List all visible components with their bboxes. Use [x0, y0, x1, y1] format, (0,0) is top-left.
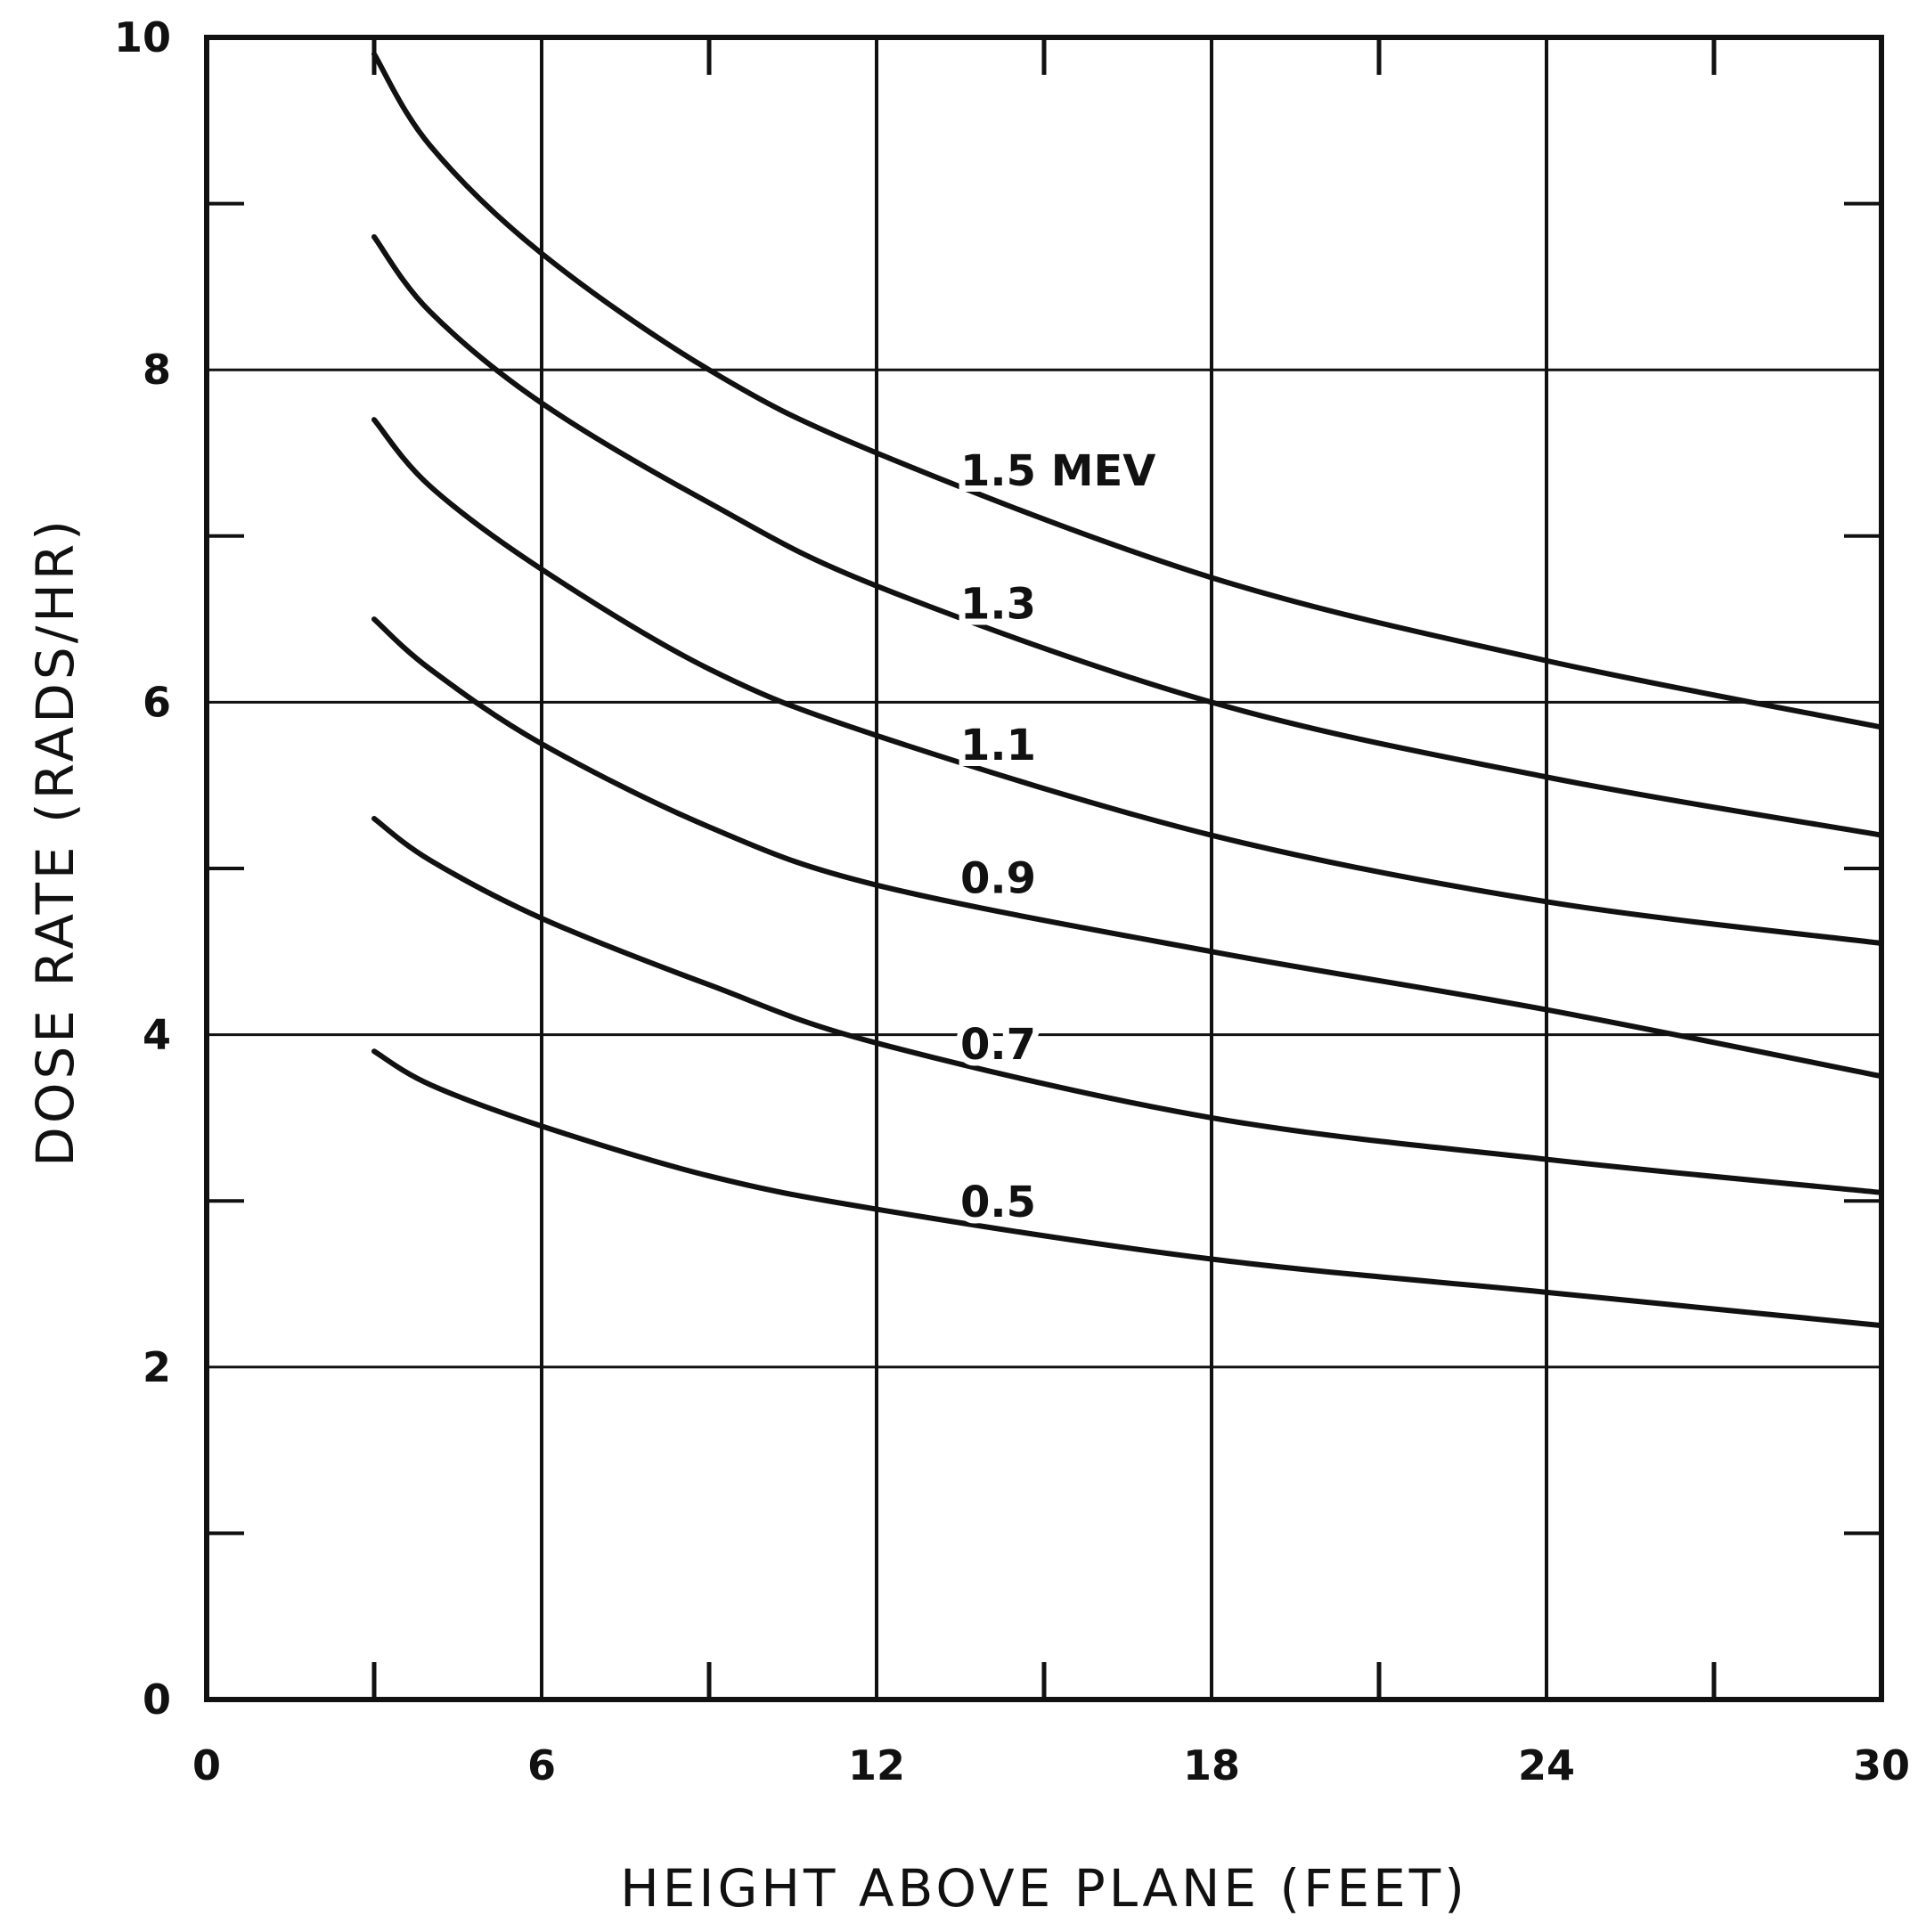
x-tick-labels: 0 6 12 18 24 30 — [192, 1741, 1910, 1789]
series-line-0-7 — [371, 816, 1884, 1195]
series-label-0-7: 0.7 — [960, 1020, 1036, 1070]
y-tick-label: 10 — [114, 13, 171, 61]
series-line-1-3 — [371, 233, 1884, 838]
series-label-1-5-mev: 1.5 MEV — [960, 446, 1155, 496]
series-label-1-1: 1.1 — [960, 721, 1036, 770]
series-line-1-5-mev — [371, 51, 1884, 730]
x-tick-label: 30 — [1853, 1741, 1910, 1789]
y-tick-labels: 0 2 4 6 8 10 — [114, 13, 171, 1724]
minor-ticks — [207, 37, 1881, 1700]
series-line-1-1 — [371, 417, 1884, 946]
x-tick-label: 18 — [1183, 1741, 1240, 1789]
y-tick-label: 4 — [143, 1011, 171, 1059]
x-tick-label: 12 — [848, 1741, 905, 1789]
plot-frame — [204, 35, 1884, 1702]
series-label-1-3: 1.3 — [960, 579, 1036, 629]
y-tick-label: 8 — [143, 346, 171, 394]
grid — [207, 37, 1881, 1700]
y-tick-label: 0 — [143, 1675, 171, 1724]
x-tick-label: 0 — [192, 1741, 221, 1789]
series-line-0-9 — [371, 616, 1884, 1080]
y-tick-label: 6 — [143, 678, 171, 726]
series-label-0-5: 0.5 — [960, 1178, 1036, 1227]
series-labels: 1.5 MEV 1.3 1.1 0.9 0.7 0.5 — [954, 440, 1162, 1234]
x-tick-label: 6 — [527, 1741, 556, 1789]
x-tick-label: 24 — [1518, 1741, 1575, 1789]
x-axis-title: HEIGHT ABOVE PLANE (FEET) — [620, 1858, 1468, 1919]
series-line-0-5 — [371, 1048, 1884, 1329]
series-lines — [371, 51, 1884, 1329]
y-axis-title: DOSE RATE (RADS/HR) — [25, 517, 86, 1167]
series-label-0-9: 0.9 — [960, 853, 1036, 903]
y-tick-label: 2 — [143, 1343, 171, 1391]
